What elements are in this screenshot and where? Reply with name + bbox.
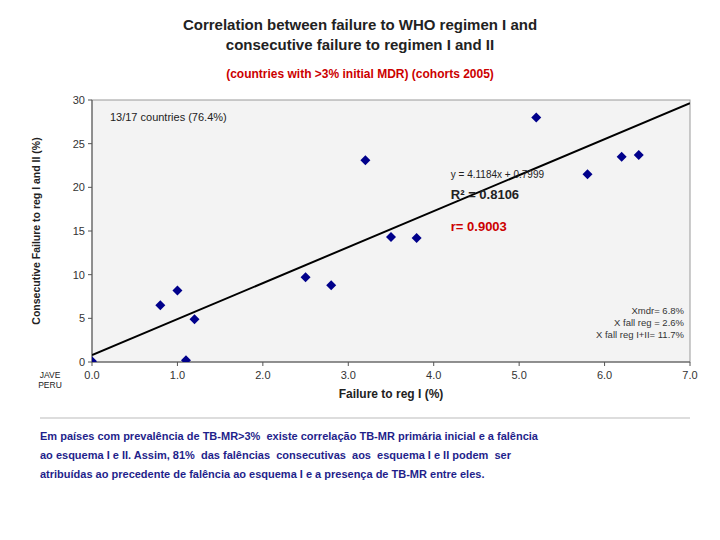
y-axis-label: Consecutive Failure to reg I and II (%) xyxy=(30,137,42,324)
y-tick-label: 25 xyxy=(73,138,85,150)
subtitle: (countries with >3% initial MDR) (cohort… xyxy=(226,67,494,81)
x-axis-line xyxy=(92,362,690,363)
y-tick xyxy=(88,318,92,319)
x-tick xyxy=(690,362,691,366)
x-tick-label: 5.0 xyxy=(511,369,526,381)
y-tick-label: 10 xyxy=(73,269,85,281)
x-tick-label: 7.0 xyxy=(682,369,697,381)
y-tick-label: 15 xyxy=(73,225,85,237)
x-tick-label: 6.0 xyxy=(597,369,612,381)
y-tick-label: 30 xyxy=(73,94,85,106)
annotation-line: 13/17 countries (76.4%) xyxy=(110,111,227,123)
x-tick-label: 0.0 xyxy=(84,369,99,381)
scatter-point xyxy=(301,272,311,282)
y-tick xyxy=(88,362,92,363)
annotation: R² = 0.8106 xyxy=(451,187,519,202)
title-line: Correlation between failure to WHO regim… xyxy=(183,16,537,33)
scatter-point xyxy=(617,152,627,162)
x-tick xyxy=(262,362,263,366)
y-tick-label: 5 xyxy=(79,312,85,324)
annotation-line: R² = 0.8106 xyxy=(451,187,519,202)
y-tick-label: 20 xyxy=(73,181,85,193)
x-axis-label: Failure to reg I (%) xyxy=(339,387,444,401)
footer-line: ao esquema I e II. Assim, 81% das falênc… xyxy=(40,449,512,461)
x-tick xyxy=(433,362,434,366)
y-tick xyxy=(88,100,92,101)
y-tick xyxy=(88,231,92,232)
marks xyxy=(92,103,690,362)
y-tick xyxy=(88,187,92,188)
annotation-line: y = 4.1184x + 0.7999 xyxy=(451,169,545,180)
scatter-point xyxy=(360,155,370,165)
title-line: consecutive failure to regimen I and II xyxy=(226,36,494,53)
annotation: r= 0.9003 xyxy=(451,219,507,234)
scatter-point xyxy=(531,112,541,122)
x-tick xyxy=(177,362,178,366)
x-tick xyxy=(604,362,605,366)
scatter-point xyxy=(155,300,165,310)
title: Correlation between failure to WHO regim… xyxy=(183,16,537,53)
x-tick-label: 3.0 xyxy=(341,369,356,381)
scatter-point xyxy=(92,356,97,362)
annotation: Xmdr= 6.8%X fall reg = 2.6%X fall reg I+… xyxy=(596,305,685,340)
annotation-line: X fall reg = 2.6% xyxy=(614,317,685,328)
annotation: JAVEPERU xyxy=(38,370,62,390)
annotation: 13/17 countries (76.4%) xyxy=(110,111,227,123)
x-tick-label: 1.0 xyxy=(170,369,185,381)
plot-area xyxy=(92,100,690,362)
x-tick-label: 4.0 xyxy=(426,369,441,381)
scatter-point xyxy=(386,232,396,242)
annotation-line: X fall reg I+II= 11.7% xyxy=(596,329,685,340)
annotation-line: r= 0.9003 xyxy=(451,219,507,234)
scatter-point xyxy=(412,233,422,243)
y-tick xyxy=(88,143,92,144)
scatter-point xyxy=(181,355,191,362)
scatter-point xyxy=(190,314,200,324)
x-tick xyxy=(519,362,520,366)
footer-line: atribuídas ao precedente de falência ao … xyxy=(40,468,484,480)
x-tick-label: 2.0 xyxy=(255,369,270,381)
footer: Em países com prevalência de TB-MR>3% ex… xyxy=(40,430,539,480)
y-tick-label: 0 xyxy=(79,356,85,368)
scatter-point xyxy=(582,169,592,179)
x-tick xyxy=(92,362,93,366)
annotation-line: Xmdr= 6.8% xyxy=(631,305,684,316)
chart: Correlation between failure to WHO regim… xyxy=(0,0,720,540)
x-tick xyxy=(348,362,349,366)
regression-line xyxy=(92,103,690,355)
annotation-line: PERU xyxy=(38,380,62,390)
annotation-line: JAVE xyxy=(40,370,61,380)
scatter-point xyxy=(634,150,644,160)
y-tick xyxy=(88,274,92,275)
annotation: y = 4.1184x + 0.7999 xyxy=(451,169,545,180)
scatter-point xyxy=(172,285,182,295)
separator xyxy=(40,418,690,419)
footer-line: Em países com prevalência de TB-MR>3% ex… xyxy=(40,430,539,442)
scatter-point xyxy=(326,280,336,290)
